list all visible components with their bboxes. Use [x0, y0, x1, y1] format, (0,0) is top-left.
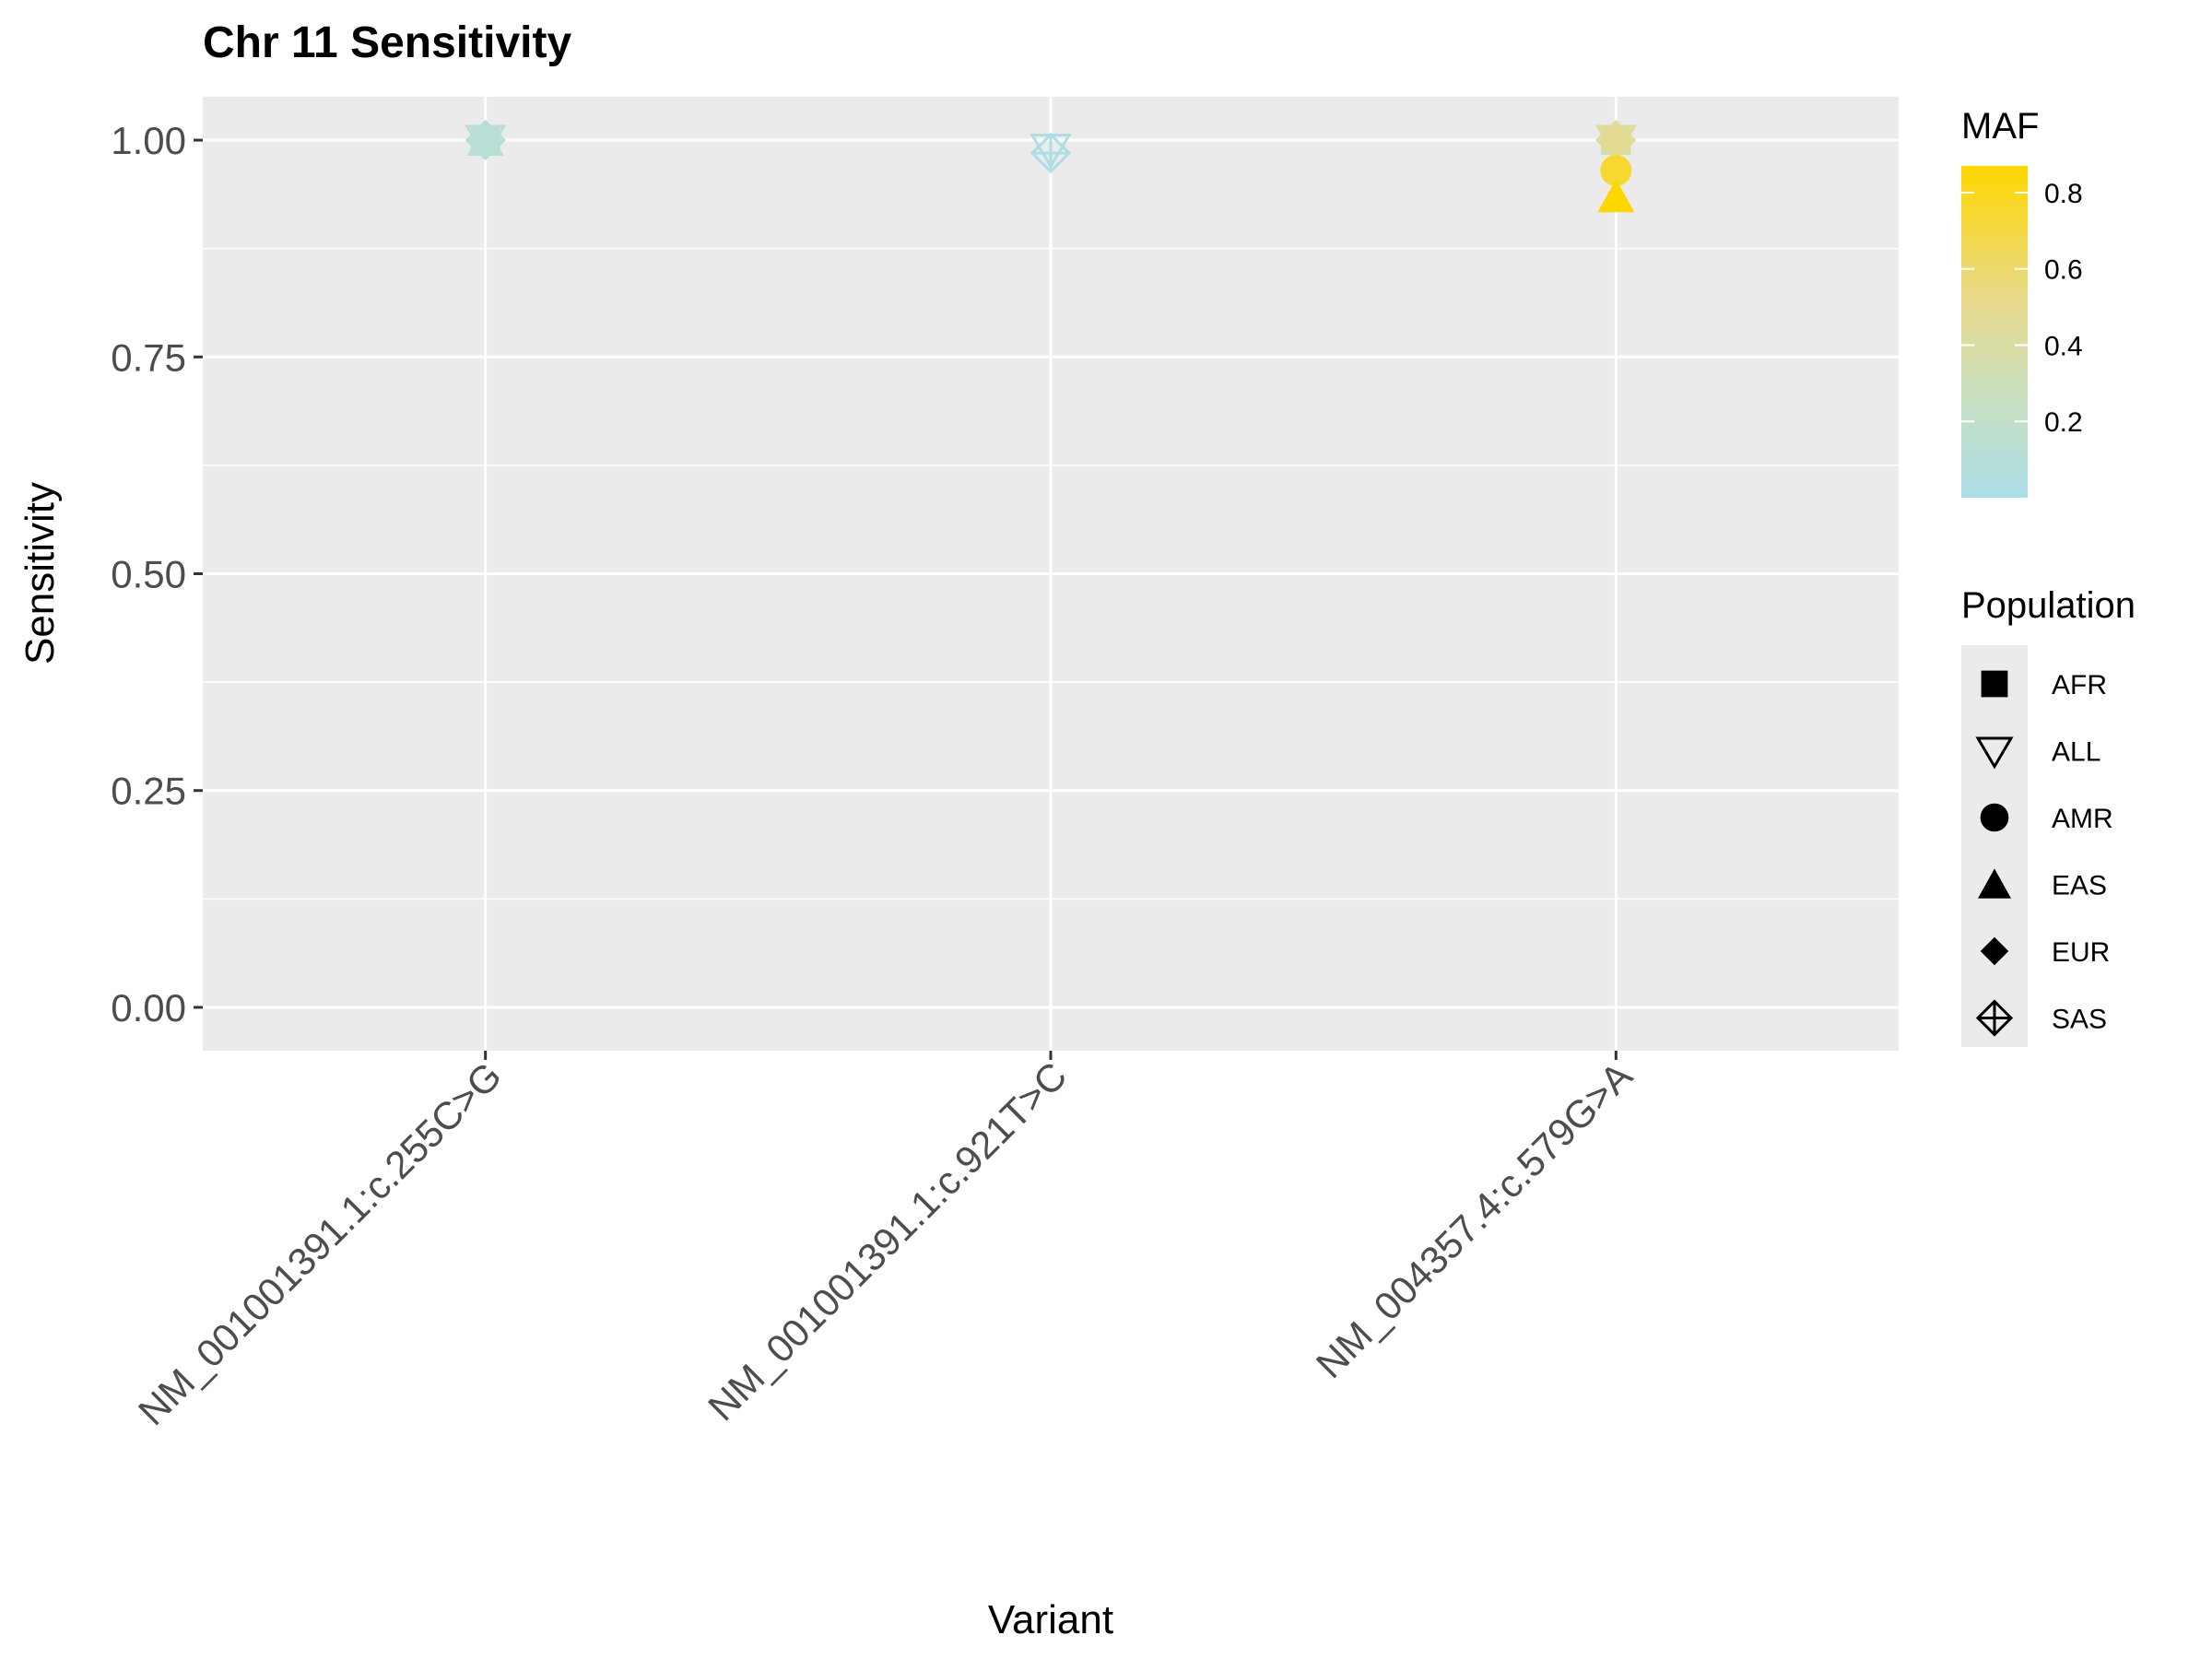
y-tick-label: 0.00 — [111, 986, 186, 1030]
data-points — [465, 119, 1637, 213]
legend-key-amr — [1980, 803, 2009, 832]
legend-label-eas: EAS — [2052, 871, 2107, 901]
data-point-sas — [1030, 133, 1072, 174]
maf-legend-title: MAF — [1961, 106, 2039, 147]
population-legend: Population AFR ALL AMR EAS EUR SAS — [1961, 585, 2136, 1047]
maf-colorbar-ticks: 0.2 0.4 0.6 0.8 — [1961, 179, 2083, 438]
legend-label-sas: SAS — [2052, 1005, 2107, 1035]
x-tick-label: NM_001001391.1:c.921T>C — [700, 1053, 1075, 1429]
legend-key-afr — [1981, 670, 2008, 698]
legend-label-all: ALL — [2052, 737, 2100, 768]
colorbar-tick-label: 0.4 — [2044, 331, 2083, 361]
y-tick-label: 0.25 — [111, 770, 186, 813]
legend-key-all — [1975, 736, 2014, 770]
y-tick-label: 1.00 — [111, 119, 186, 162]
population-legend-entries: AFR ALL AMR EAS EUR SAS — [1975, 670, 2113, 1037]
data-point-amr — [1600, 154, 1632, 186]
population-legend-title: Population — [1961, 585, 2136, 626]
colorbar-tick-label: 0.6 — [2044, 255, 2083, 286]
legend-key-sas — [1975, 999, 2014, 1037]
legend-label-amr: AMR — [2052, 804, 2113, 834]
legend-key-eur — [1980, 936, 2009, 966]
y-tick-label: 0.50 — [111, 553, 186, 596]
x-axis-title: Variant — [988, 1597, 1113, 1642]
colorbar-tick-label: 0.2 — [2044, 407, 2083, 438]
y-axis: 0.00 0.25 0.50 0.75 1.00 — [111, 119, 203, 1030]
y-tick-label: 0.75 — [111, 335, 186, 379]
legend-label-afr: AFR — [2052, 670, 2107, 700]
x-axis: NM_001001391.1:c.255C>G NM_001001391.1:c.… — [130, 1051, 1641, 1433]
legend-label-eur: EUR — [2052, 937, 2110, 968]
colorbar-tick-label: 0.8 — [2044, 179, 2083, 209]
population-legend-keys — [1961, 645, 2028, 1047]
chart-title: Chr 11 Sensitivity — [203, 18, 571, 67]
data-point-eas — [1597, 179, 1635, 213]
maf-legend: MAF 0.2 0.4 0.6 0.8 — [1961, 106, 2083, 498]
legend-key-eas — [1978, 868, 2011, 899]
x-tick-label: NM_004357.4:c.579G>A — [1308, 1053, 1641, 1386]
x-tick-label: NM_001001391.1:c.255C>G — [130, 1053, 510, 1433]
data-point-sas — [465, 119, 506, 161]
maf-colorbar — [1961, 166, 2028, 498]
y-axis-title: Sensitivity — [18, 482, 63, 665]
